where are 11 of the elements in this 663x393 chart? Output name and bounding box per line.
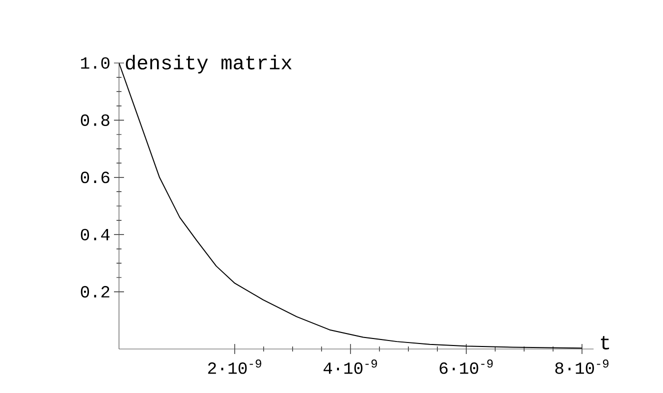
x-axis-title: t	[600, 336, 610, 350]
x-tick-label: 6·10$^{-9}$	[440, 360, 493, 374]
x-tick-label: 8·10$^{-9}$	[555, 360, 608, 374]
x-tick-label: 2·10$^{-9}$	[208, 360, 262, 374]
y-tick-label: 0.4	[80, 228, 110, 240]
y-tick-label: 1.0	[81, 57, 110, 69]
x-tick-label: 4·10$^{-9}$	[324, 360, 377, 374]
y-tick-label: 0.2	[80, 286, 110, 298]
y-axis-title: density matrix	[126, 54, 292, 74]
y-tick-label: 0.8	[80, 114, 110, 126]
y-tick-label: 0.6	[80, 172, 110, 184]
